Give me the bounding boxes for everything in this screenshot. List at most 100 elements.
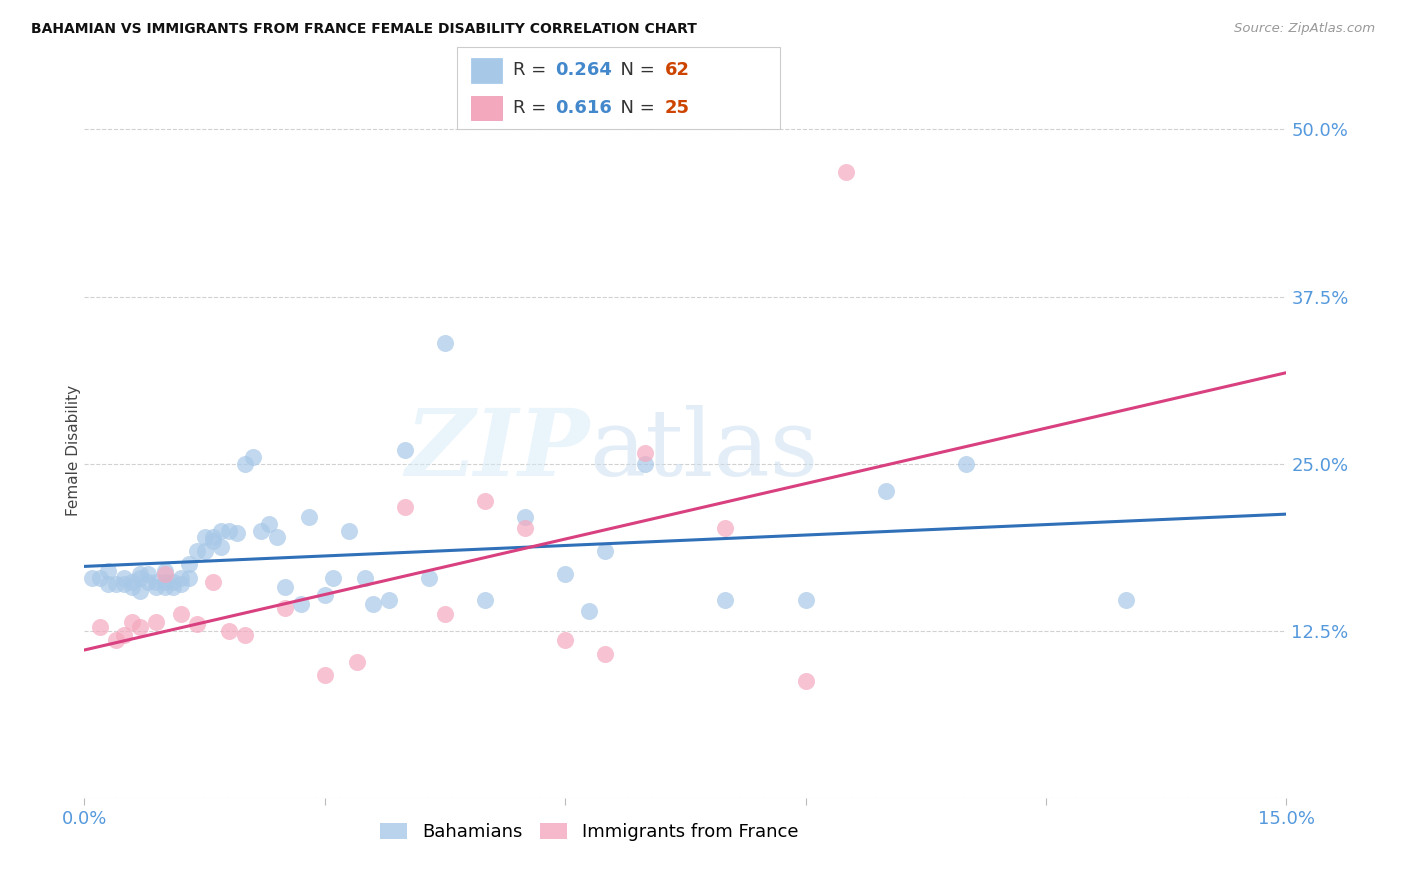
Point [121, 574, 143, 589]
Point [169, 571, 191, 585]
Point [233, 628, 256, 642]
Point [225, 526, 247, 541]
Point [337, 524, 360, 538]
Point [298, 510, 321, 524]
Point [346, 655, 368, 669]
Point [875, 483, 897, 498]
Text: Source: ZipAtlas.com: Source: ZipAtlas.com [1234, 22, 1375, 36]
Point [257, 517, 280, 532]
Point [129, 571, 152, 585]
Point [114, 628, 135, 642]
Point [145, 574, 167, 589]
Point [177, 571, 200, 585]
Point [515, 510, 537, 524]
Point [209, 524, 232, 538]
Point [394, 500, 416, 514]
Point [266, 530, 288, 544]
Point [233, 457, 256, 471]
Point [201, 534, 224, 549]
Point [89, 620, 111, 634]
Point [242, 450, 264, 465]
Point [354, 571, 377, 585]
Point [218, 624, 240, 639]
Point [794, 673, 817, 688]
Point [105, 577, 128, 591]
Point [554, 566, 576, 581]
Point [714, 521, 737, 535]
Point [145, 615, 167, 629]
Point [114, 577, 135, 591]
Point [515, 521, 537, 535]
Point [169, 607, 191, 621]
Point [121, 615, 143, 629]
Point [274, 601, 297, 615]
Point [153, 566, 176, 581]
Point [201, 574, 224, 589]
Text: atlas: atlas [589, 406, 818, 495]
Point [474, 494, 496, 508]
Text: BAHAMIAN VS IMMIGRANTS FROM FRANCE FEMALE DISABILITY CORRELATION CHART: BAHAMIAN VS IMMIGRANTS FROM FRANCE FEMAL… [31, 22, 697, 37]
Point [89, 571, 111, 585]
Text: R =: R = [513, 62, 553, 79]
Text: R =: R = [513, 99, 553, 117]
Point [138, 566, 160, 581]
Text: ZIP: ZIP [405, 406, 589, 495]
Point [218, 524, 240, 538]
Point [162, 580, 184, 594]
Point [145, 580, 167, 594]
Point [82, 571, 104, 585]
Point [554, 633, 576, 648]
Point [274, 580, 297, 594]
Text: N =: N = [609, 62, 661, 79]
Point [162, 574, 184, 589]
Point [177, 557, 200, 572]
Point [378, 593, 401, 607]
Point [434, 336, 457, 351]
Point [114, 571, 135, 585]
Point [322, 571, 344, 585]
Point [97, 577, 120, 591]
Point [153, 564, 176, 578]
Point [153, 574, 176, 589]
Point [714, 593, 737, 607]
Point [578, 604, 600, 618]
Point [201, 530, 224, 544]
Text: 62: 62 [665, 62, 690, 79]
Point [595, 544, 617, 558]
Point [394, 443, 416, 458]
Text: 0.616: 0.616 [555, 99, 612, 117]
Point [129, 584, 152, 599]
Point [794, 593, 817, 607]
Point [835, 165, 858, 179]
Point [634, 446, 657, 460]
Point [194, 530, 217, 544]
Point [129, 566, 152, 581]
Point [955, 457, 977, 471]
Point [129, 620, 152, 634]
Point [97, 564, 120, 578]
Point [169, 577, 191, 591]
Y-axis label: Female Disability: Female Disability [66, 384, 80, 516]
Point [1115, 593, 1137, 607]
Point [434, 607, 457, 621]
Text: N =: N = [609, 99, 661, 117]
Point [209, 540, 232, 554]
Text: 25: 25 [665, 99, 690, 117]
Point [418, 571, 440, 585]
Text: 0.264: 0.264 [555, 62, 612, 79]
Legend: Bahamians, Immigrants from France: Bahamians, Immigrants from France [373, 816, 806, 848]
Point [105, 633, 128, 648]
Point [186, 617, 208, 632]
Point [290, 598, 312, 612]
Point [361, 598, 384, 612]
Point [121, 580, 143, 594]
Point [249, 524, 271, 538]
Point [595, 647, 617, 661]
Point [194, 544, 217, 558]
Point [314, 668, 336, 682]
Point [138, 574, 160, 589]
Point [153, 580, 176, 594]
Point [186, 544, 208, 558]
Point [314, 588, 336, 602]
Point [474, 593, 496, 607]
